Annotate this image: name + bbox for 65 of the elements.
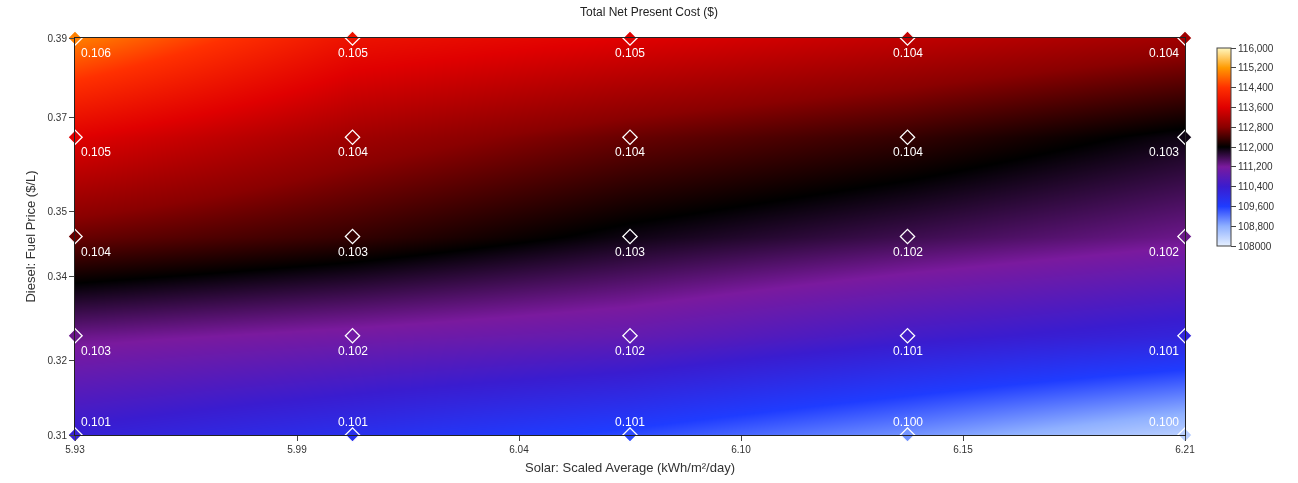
x-tick-label: 6.04 (509, 444, 530, 455)
annotation: 0.106 (81, 46, 112, 60)
point (1177, 30, 1193, 46)
annotation: 0.104 (81, 245, 112, 259)
chart-title: Total Net Present Cost ($) (579, 4, 719, 19)
x-tick-label: 5.99 (287, 444, 308, 455)
annotation: 0.105 (81, 145, 112, 159)
y-tick-label: 0.32 (47, 355, 68, 367)
y-tick-label: 0.37 (47, 111, 68, 123)
color-bar-label: 115,200 (1238, 62, 1274, 74)
color-bar-label: 114,400 (1238, 82, 1274, 94)
annotation: 0.101 (81, 415, 112, 429)
point (344, 327, 361, 344)
annotation: 0.101 (1149, 344, 1180, 358)
annotation: 0.103 (81, 344, 112, 358)
color-bar-label: 109,600 (1238, 200, 1275, 212)
point (622, 327, 638, 344)
annotation: 0.104 (1149, 46, 1180, 60)
color-bar-label: 110,400 (1238, 181, 1274, 193)
color-bar-label: 108000 (1238, 240, 1272, 252)
y-tick-label: 0.31 (47, 429, 68, 441)
annotation: 0.103 (338, 245, 369, 259)
annotation: 0.102 (338, 344, 369, 358)
color-bar-label: 112,800 (1238, 121, 1274, 133)
y-tick-label: 0.35 (47, 206, 68, 218)
color-bar-label: 112,000 (1238, 141, 1274, 153)
point (622, 228, 638, 245)
annotation: 0.103 (615, 245, 646, 259)
point (622, 129, 638, 146)
annotation: 0.104 (893, 46, 924, 60)
annotation: 0.102 (615, 344, 646, 358)
y-axis-title: Diesel: Fuel Price ($/L) (23, 170, 39, 303)
annotation: 0.100 (1149, 415, 1180, 429)
point (1177, 427, 1193, 443)
color-bar-label: 111,200 (1238, 161, 1274, 173)
point (344, 129, 361, 146)
annotation: 0.101 (893, 344, 924, 358)
point (899, 327, 916, 344)
annotation: 0.104 (338, 145, 369, 159)
annotation: 0.102 (893, 245, 924, 259)
annotation: 0.102 (1149, 245, 1180, 259)
point (899, 228, 916, 245)
x-tick-label: 6.21 (1175, 444, 1196, 455)
x-tick-label: 5.93 (65, 444, 86, 455)
x-axis-title: Solar: Scaled Average (kWh/m²/day) (524, 459, 736, 475)
annotation: 0.105 (338, 46, 369, 60)
annotation: 0.101 (615, 415, 646, 429)
y-tick-label: 0.34 (47, 270, 68, 282)
point (622, 427, 638, 443)
point (899, 129, 916, 146)
annotation: 0.103 (1149, 145, 1180, 159)
y-tick-label: 0.39 (47, 32, 68, 44)
color-bar-label: 108,800 (1238, 220, 1275, 232)
annotation: 0.105 (615, 46, 646, 60)
point (622, 30, 638, 46)
annotation: 0.101 (338, 415, 369, 429)
color-bar-label: 116,000 (1238, 42, 1274, 54)
annotation: 0.104 (893, 145, 924, 159)
annotation: 0.100 (893, 415, 924, 429)
x-tick-label: 6.15 (953, 444, 974, 455)
x-tick-label: 6.10 (731, 444, 752, 455)
annotation: 0.104 (615, 145, 646, 159)
point (344, 228, 361, 245)
point (67, 30, 83, 46)
color-bar-label: 113,600 (1238, 101, 1274, 113)
